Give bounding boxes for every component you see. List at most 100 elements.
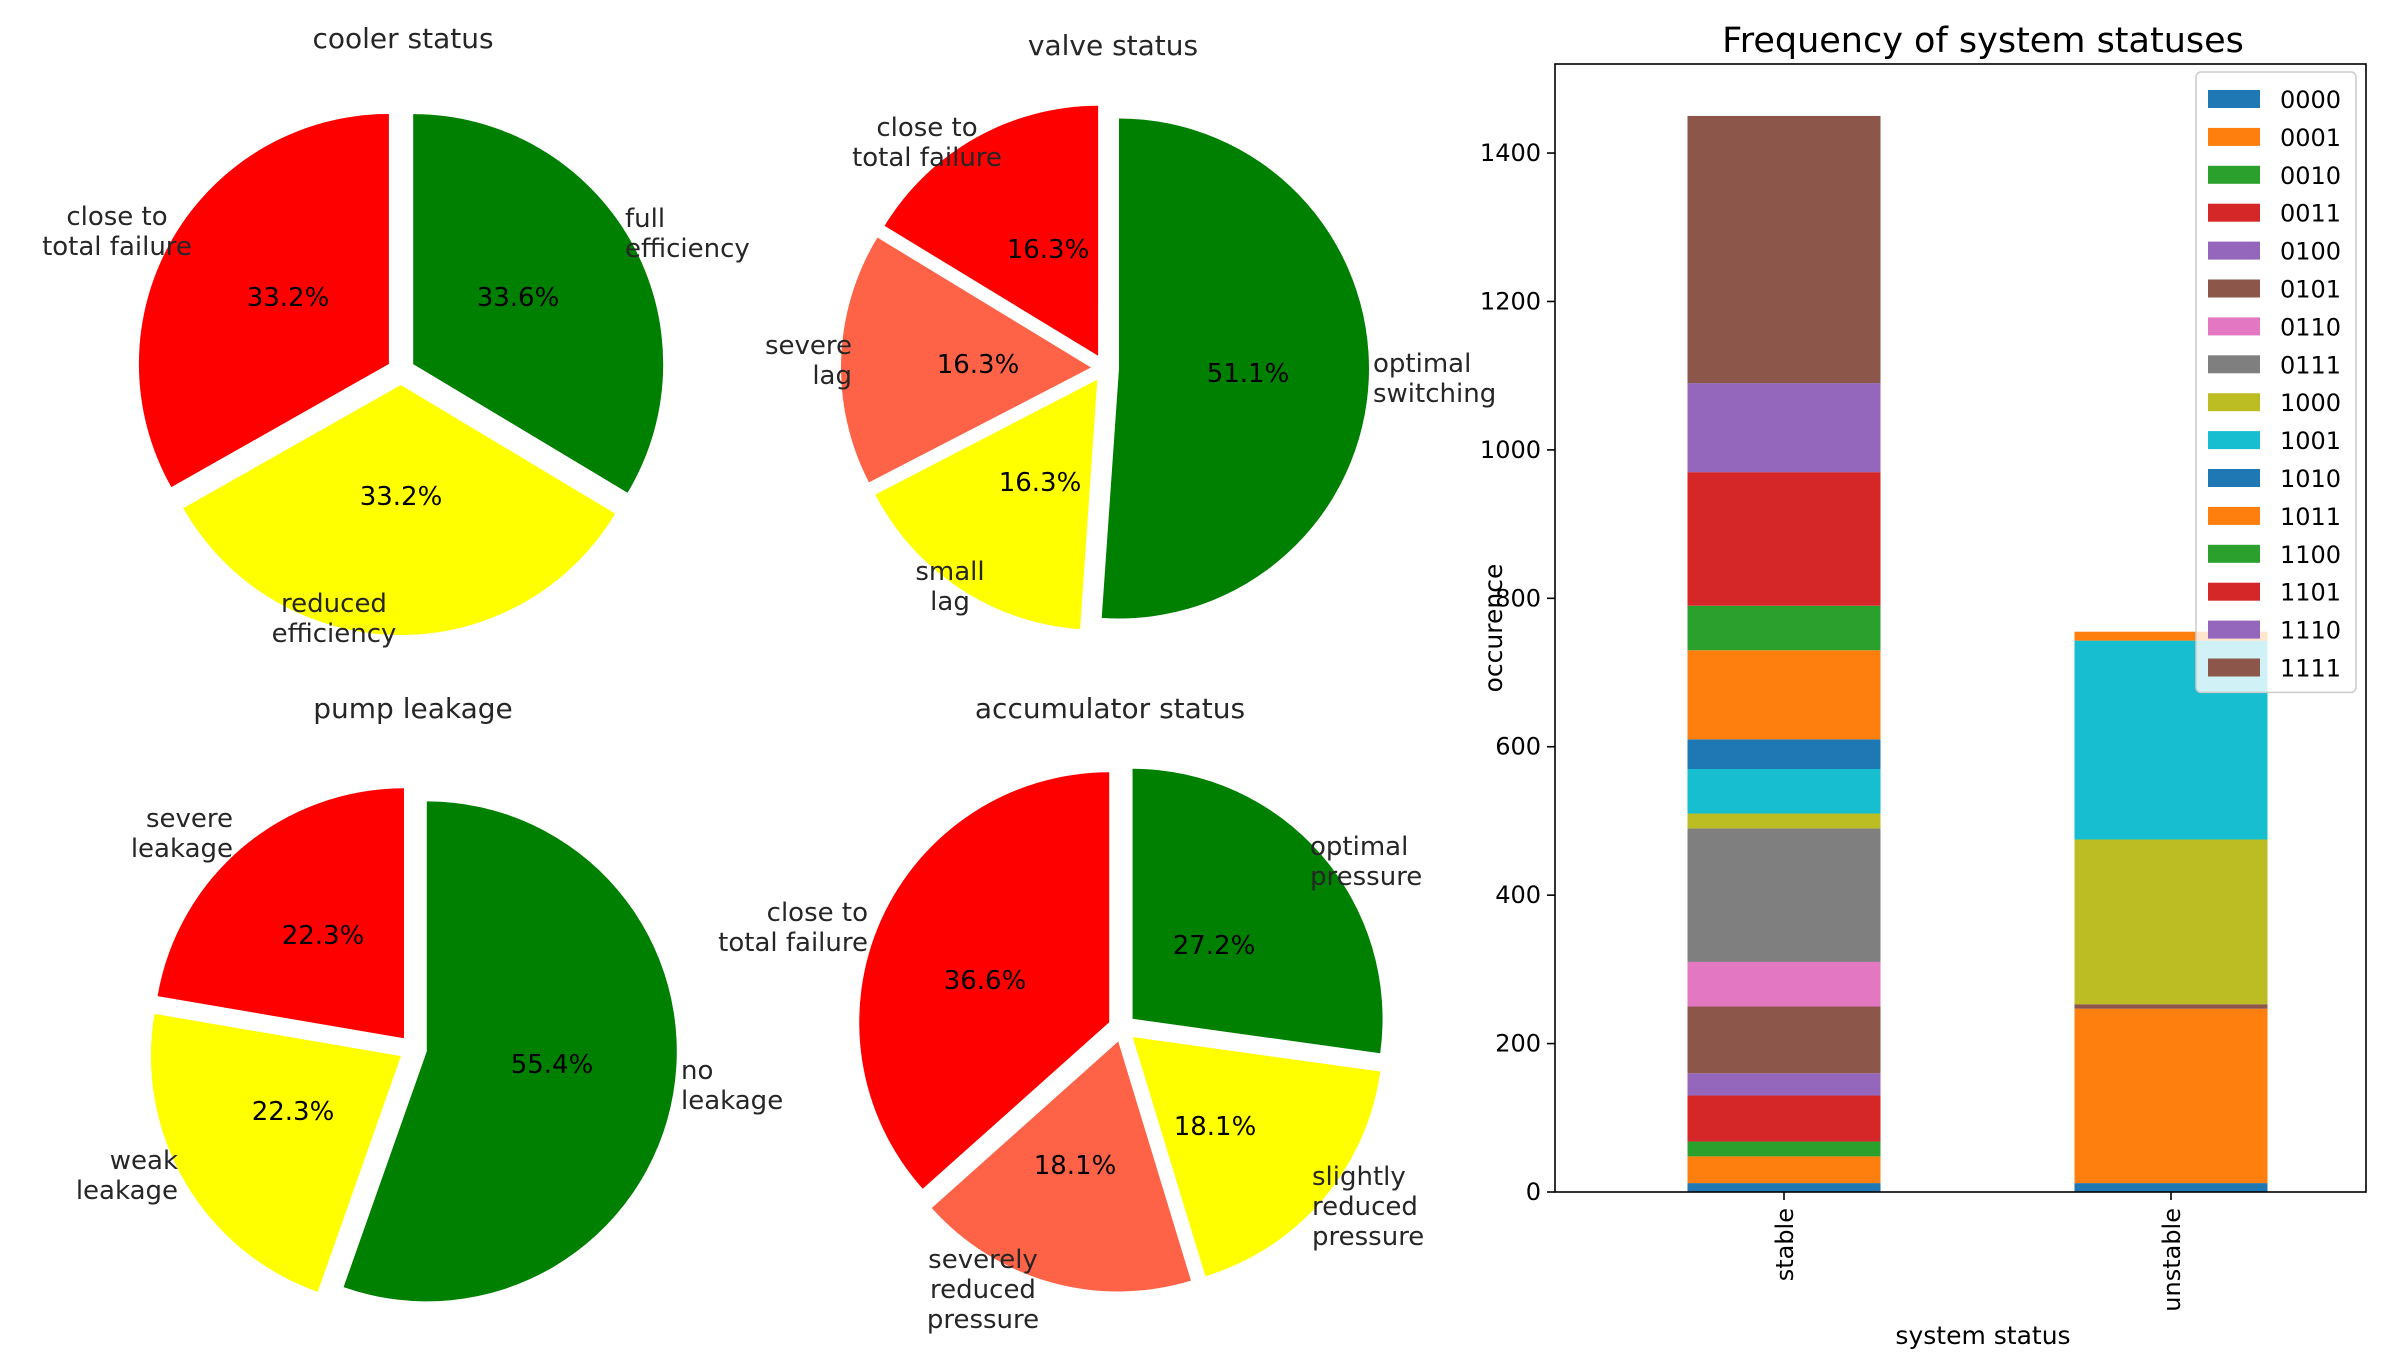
pie-percent-label: 33.6% [477, 283, 560, 313]
pie-percent-label: 55.4% [511, 1050, 594, 1080]
pie-percent-label: 22.3% [282, 921, 365, 951]
legend-swatch [2208, 620, 2260, 639]
bar-segment [2074, 1008, 2268, 1184]
pie-chart-valve: valve status 51.1% 16.3% 16.3% 16.3% opt… [765, 29, 1496, 630]
pie-percent-label: 33.2% [360, 482, 443, 512]
bar-segment [1687, 813, 1881, 829]
pie-category-label: optimal switching [1373, 349, 1496, 409]
legend-label: 0001 [2280, 124, 2341, 152]
pie-percent-label: 18.1% [1034, 1151, 1117, 1181]
y-tick-label: 400 [1495, 881, 1541, 909]
pie-slices [138, 113, 664, 635]
pie-slices [841, 105, 1369, 630]
bar-segment [1687, 472, 1881, 606]
pie-slices [150, 788, 677, 1302]
pie-title: pump leakage [313, 692, 513, 725]
pie-chart-cooler: cooler status 33.6% 33.2% 33.2% full effi… [42, 22, 750, 649]
legend-swatch [2208, 582, 2260, 601]
legend-label: 0101 [2280, 276, 2341, 304]
pie-chart-pump: pump leakage 55.4% 22.3% 22.3% no leakage… [76, 692, 783, 1302]
legend-label: 1101 [2280, 579, 2341, 607]
pie-percent-label: 51.1% [1207, 359, 1290, 389]
legend-label: 0111 [2280, 351, 2341, 379]
legend-label: 1111 [2280, 655, 2341, 683]
pie-category-label: severe leakage [131, 804, 233, 864]
pie-category-label: small lag [915, 557, 984, 617]
pie-slice [1132, 768, 1383, 1054]
y-tick-label: 1200 [1480, 287, 1541, 315]
bar-segment [1687, 1183, 1881, 1192]
pie-percent-label: 16.3% [1007, 235, 1090, 265]
pie-slices [859, 768, 1383, 1292]
y-ticks: 0 200 400 600 800 1000 1200 1400 [1480, 139, 1555, 1206]
bar-segment [1687, 1073, 1881, 1096]
pie-category-label: severely reduced pressure [927, 1245, 1039, 1335]
pie-chart-accumulator: accumulator status 27.2% 18.1% 18.1% 36.… [718, 692, 1424, 1335]
pie-percent-label: 18.1% [1174, 1112, 1257, 1142]
legend-label: 0110 [2280, 313, 2341, 341]
legend-label: 1010 [2280, 465, 2341, 493]
pie-category-label: reduced efficiency [272, 589, 397, 649]
legend-swatch [2208, 203, 2260, 222]
legend-swatch [2208, 658, 2260, 677]
bar-segment [2074, 839, 2268, 1005]
x-axis-label: system status [1895, 1321, 2070, 1350]
legend-swatch [2208, 544, 2260, 563]
pie-category-label: severe lag [765, 331, 852, 391]
pie-slice [1101, 118, 1369, 619]
bar-segment [2074, 1183, 2268, 1192]
legend-swatch [2208, 127, 2260, 146]
legend: 0000 0001 0010 0011 0100 0101 0110 0111 1000 1001… [2195, 71, 2357, 694]
legend-swatch [2208, 506, 2260, 525]
pie-slice [884, 105, 1099, 356]
legend-swatch [2208, 469, 2260, 487]
bar-segment [1687, 1095, 1881, 1142]
pie-slice [343, 801, 677, 1302]
bar-segment [2074, 631, 2268, 641]
y-tick-label: 800 [1495, 584, 1541, 612]
pie-category-label: close to total failure [42, 202, 192, 262]
pie-slice [931, 1041, 1191, 1292]
pie-title: accumulator status [975, 692, 1245, 725]
pie-category-label: optimal pressure [1310, 832, 1422, 892]
y-tick-label: 1000 [1480, 436, 1541, 464]
pie-slice [841, 237, 1092, 483]
x-tick-label: unstable [2158, 1208, 2186, 1312]
x-ticks: stable unstable [1771, 1192, 2186, 1312]
pie-slice [859, 772, 1110, 1189]
pie-percent-label: 36.6% [944, 966, 1027, 996]
pie-percent-label: 22.3% [252, 1097, 335, 1127]
y-tick-label: 1400 [1480, 139, 1541, 167]
bar-segment [1687, 739, 1881, 769]
pie-category-label: no leakage [681, 1056, 783, 1116]
bar-segment [1687, 769, 1881, 814]
bar-segment [1687, 828, 1881, 962]
pie-category-label: weak leakage [76, 1146, 178, 1206]
stacked-bar-chart: Frequency of system statuses 0 200 400 600 8… [1479, 21, 2367, 1350]
bar-segment [1687, 383, 1881, 473]
bar-segments [1687, 115, 2268, 1192]
y-axis-label: occurence [1479, 564, 1508, 693]
legend-label: 1001 [2280, 427, 2341, 455]
pie-slice [157, 788, 404, 1039]
bar-segment [1687, 1006, 1881, 1074]
legend-frame [2195, 71, 2357, 694]
pie-slice [1132, 1037, 1381, 1277]
bar-segment [1687, 605, 1881, 651]
pie-percent-label: 33.2% [247, 283, 330, 313]
pie-slice [413, 114, 664, 493]
legend-swatch [2208, 90, 2260, 108]
legend-swatch [2208, 279, 2260, 298]
y-tick-label: 0 [1526, 1178, 1541, 1206]
legend-label: 0011 [2280, 200, 2341, 228]
legend-swatch [2208, 317, 2260, 336]
chart-title: Frequency of system statuses [1722, 21, 2244, 61]
pie-category-label: full efficiency [625, 204, 750, 264]
bar-segment [1687, 961, 1881, 1007]
bar-segment [1687, 1156, 1881, 1184]
pie-category-label: slightly reduced pressure [1312, 1162, 1424, 1252]
bar-segment [1687, 115, 1881, 384]
legend-label: 0100 [2280, 238, 2341, 266]
legend-label: 0000 [2280, 86, 2341, 114]
